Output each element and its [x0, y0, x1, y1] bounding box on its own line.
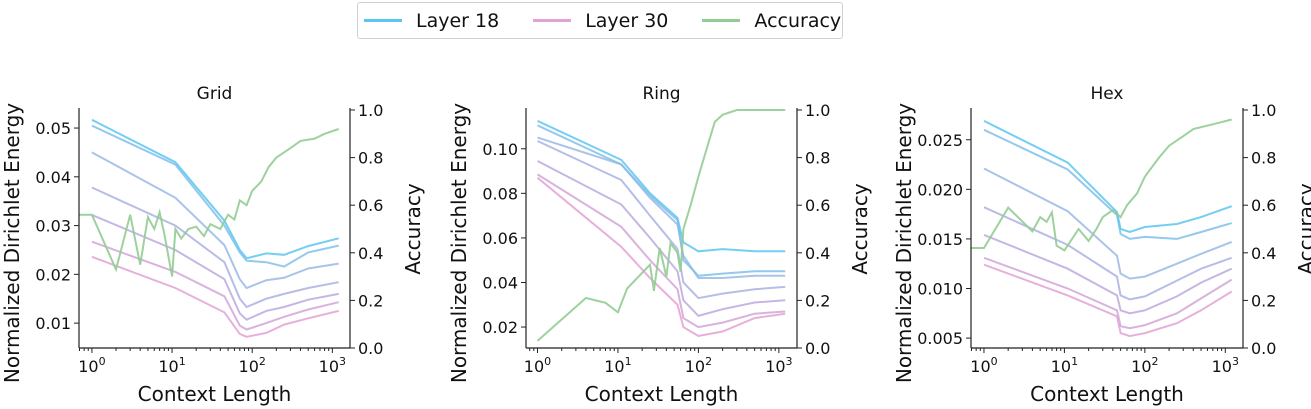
y-tick-label: 0.01: [35, 314, 71, 333]
x-tick-label: 101: [1051, 355, 1078, 376]
y-tick-label: 0.010: [917, 280, 963, 299]
x-tick-label: 102: [239, 355, 266, 376]
energy-line-5: [983, 256, 1233, 330]
x-axis-label: Context Length: [1030, 382, 1184, 406]
energy-line-0: [537, 119, 786, 253]
energy-line-4: [91, 213, 339, 321]
y-axis-label: Normalized Dirichlet Energy: [0, 103, 24, 383]
energy-line-3: [91, 186, 339, 309]
energy-line-2: [91, 151, 339, 290]
legend-swatch-layer-30: [533, 19, 572, 22]
y-tick-label: 0.10: [482, 140, 518, 159]
x-tick-label: 100: [524, 355, 551, 376]
y-tick-label: 0.02: [35, 265, 71, 284]
energy-line-1: [983, 128, 1232, 240]
legend-label: Layer 30: [585, 9, 669, 32]
energy-line-1: [91, 124, 339, 268]
x-tick-label: 103: [319, 355, 346, 376]
legend-item-layer-30: Layer 30: [533, 10, 668, 32]
y-tick-label: 0.04: [35, 168, 71, 187]
legend-swatch-accuracy: [702, 19, 741, 22]
y2-tick-label: 0.4: [1251, 244, 1276, 263]
energy-line-1: [537, 124, 786, 277]
y-tick-label: 0.04: [482, 273, 518, 292]
legend-item-layer-18: Layer 18: [364, 10, 499, 32]
x-tick-label: 100: [970, 355, 997, 376]
y2-tick-label: 0.8: [805, 149, 830, 168]
x-tick-label: 101: [158, 355, 185, 376]
energy-line-4: [537, 160, 786, 318]
panel-grid: 100 101 102 103 0.01 0.02 0.03 0.04 0.05 0.0 0.2 0.…: [0, 84, 425, 406]
legend-label: Layer 18: [416, 9, 500, 32]
energy-line-3: [537, 140, 786, 300]
accuracy-line: [79, 128, 340, 277]
accuracy-line: [536, 109, 786, 342]
panel-title: Ring: [642, 84, 680, 104]
y2-tick-label: 0.0: [358, 339, 383, 358]
x-axis-label: Context Length: [585, 382, 739, 406]
y-tick-label: 0.05: [35, 119, 71, 138]
energy-line-2: [983, 167, 1233, 280]
y2-tick-label: 0.4: [358, 244, 383, 263]
y2-axis-label: Accuracy: [1294, 183, 1311, 274]
y2-tick-label: 0.8: [1251, 149, 1276, 168]
panel-hex: 100 101 102 103 0.005 0.010 0.015 0.020 0.025 0.0…: [892, 84, 1311, 406]
y2-tick-label: 0.6: [1251, 196, 1276, 215]
x-tick-label: 101: [604, 355, 631, 376]
energy-line-5: [536, 173, 786, 329]
y2-tick-label: 0.2: [358, 291, 383, 310]
y2-axis-label: Accuracy: [401, 183, 425, 274]
y-tick-label: 0.03: [35, 217, 71, 236]
y-tick-label: 0.06: [482, 229, 518, 248]
legend: Layer 18 Layer 30 Accuracy: [357, 2, 843, 39]
energy-line-5: [91, 240, 339, 331]
y-axis-label: Normalized Dirichlet Energy: [447, 103, 471, 383]
y-tick-label: 0.015: [917, 230, 963, 249]
y2-tick-label: 0.0: [1251, 339, 1276, 358]
x-tick-label: 102: [1131, 355, 1158, 376]
y2-tick-label: 0.0: [805, 339, 830, 358]
x-tick-label: 103: [1212, 355, 1239, 376]
y-tick-label: 0.020: [917, 180, 963, 199]
y2-tick-label: 1.0: [805, 101, 830, 120]
y2-tick-label: 0.6: [358, 196, 383, 215]
panel-ring: 100 101 102 103 0.02 0.04 0.06 0.08 0.10 0.0 0.2 0.…: [447, 84, 872, 406]
x-tick-label: 103: [765, 355, 792, 376]
y2-tick-label: 0.2: [805, 291, 830, 310]
y-tick-label: 0.02: [482, 318, 518, 337]
y-axis-label: Normalized Dirichlet Energy: [892, 103, 916, 383]
energy-line-6: [983, 263, 1233, 338]
energy-line-4: [983, 233, 1233, 315]
y2-axis-label: Accuracy: [848, 183, 872, 274]
x-axis-label: Context Length: [138, 382, 292, 406]
y-tick-label: 0.025: [917, 131, 963, 150]
y2-tick-label: 1.0: [358, 101, 383, 120]
legend-label: Accuracy: [754, 9, 842, 32]
y-tick-label: 0.08: [482, 184, 518, 203]
energy-line-0: [91, 118, 339, 260]
legend-swatch-layer-18: [364, 19, 402, 22]
energy-line-6: [536, 176, 786, 338]
y2-tick-label: 0.4: [805, 244, 830, 263]
energy-line-0: [983, 120, 1233, 234]
panel-title: Hex: [1090, 84, 1123, 104]
y2-tick-label: 1.0: [1251, 101, 1276, 120]
y2-tick-label: 0.8: [358, 149, 383, 168]
accuracy-line: [971, 118, 1232, 252]
y2-tick-label: 0.2: [1251, 291, 1276, 310]
x-tick-label: 102: [685, 355, 712, 376]
legend-item-accuracy: Accuracy: [702, 10, 841, 32]
energy-line-6: [91, 255, 339, 338]
y2-tick-label: 0.6: [805, 196, 830, 215]
y-tick-label: 0.005: [917, 329, 963, 348]
x-tick-label: 100: [78, 355, 105, 376]
panel-title: Grid: [197, 84, 233, 104]
energy-line-3: [983, 206, 1233, 301]
